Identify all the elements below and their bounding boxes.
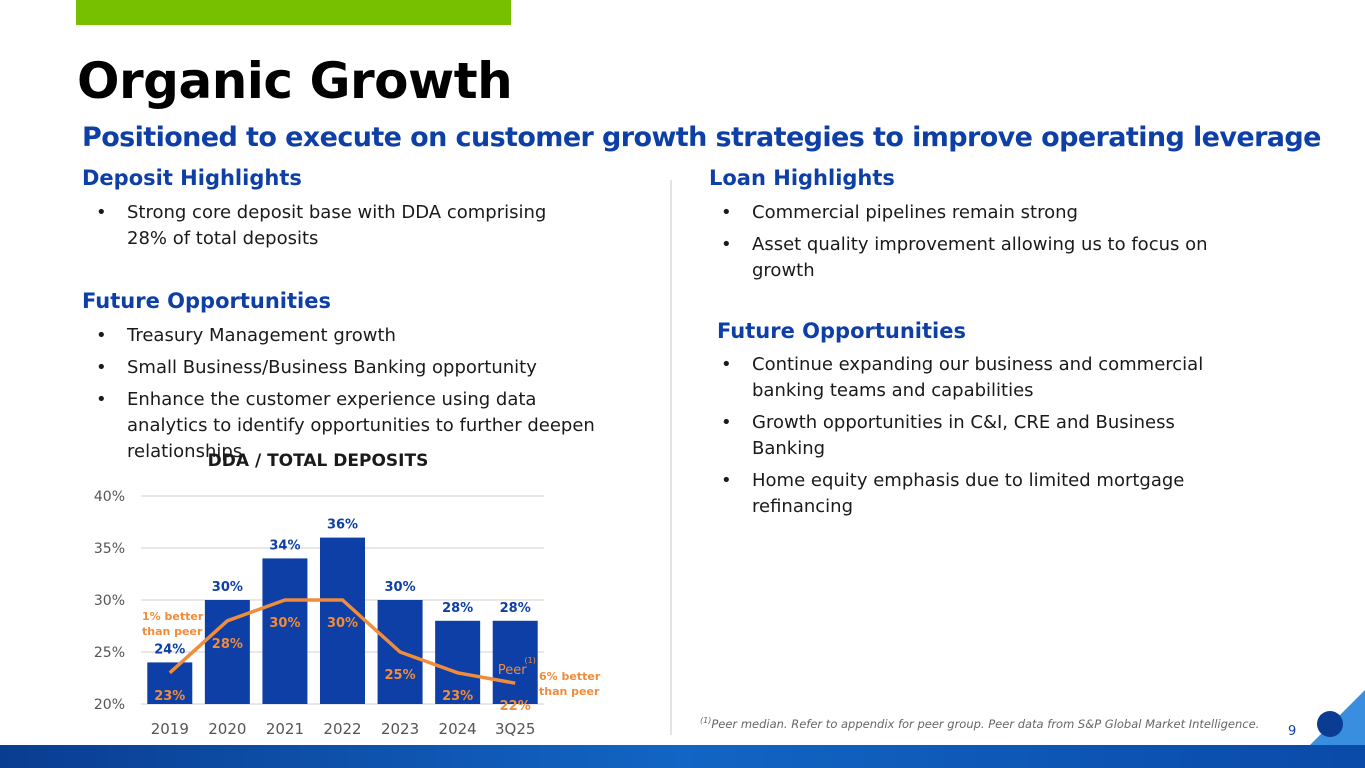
divider — [670, 180, 672, 735]
bar — [204, 600, 250, 704]
x-tick-label: 2022 — [323, 720, 361, 738]
bar-label: 24% — [154, 642, 185, 657]
heading: Future Opportunities — [717, 319, 966, 343]
bullet: Small Business/Business Banking opportun… — [82, 355, 622, 381]
bar-label: 36% — [327, 518, 358, 533]
bullet: Commercial pipelines remain strong — [707, 200, 1247, 226]
bullet: Growth opportunities in C&I, CRE and Bus… — [707, 410, 1247, 462]
x-tick-label: 2021 — [266, 720, 304, 738]
bar — [320, 537, 365, 704]
line-label: 25% — [385, 668, 416, 683]
x-tick-label: 2020 — [208, 720, 246, 738]
x-tick-label: 3Q25 — [495, 720, 535, 738]
bullet-list: Strong core deposit base with DDA compri… — [82, 200, 582, 258]
chart: DDA / TOTAL DEPOSITS 20% 25% 30% 35% 40% 2019… — [94, 451, 601, 738]
bullet: Home equity emphasis due to limited mort… — [707, 468, 1247, 520]
bar — [147, 662, 193, 704]
annotation: 6% better — [539, 670, 601, 683]
line-label: 23% — [442, 689, 473, 704]
annotation: than peer — [539, 685, 600, 698]
bar-label: 28% — [500, 601, 531, 616]
bullet: Treasury Management growth — [82, 323, 622, 349]
footnote-text: Peer median. Refer to appendix for peer … — [711, 716, 1260, 731]
line-label: 28% — [212, 637, 243, 652]
line-label: 22% — [500, 699, 531, 714]
footnote: (1)Peer median. Refer to appendix for pe… — [700, 716, 1259, 731]
title: Organic Growth — [77, 52, 513, 110]
chart-title: DDA / TOTAL DEPOSITS — [208, 451, 429, 471]
footnote-marker: (1) — [700, 716, 712, 725]
line — [168, 598, 516, 685]
y-tick-label: 35% — [94, 541, 125, 557]
y-tick-label: 25% — [94, 645, 125, 661]
bar — [492, 620, 538, 704]
bullet-list: Continue expanding our business and comm… — [707, 352, 1247, 526]
bar-label: 30% — [212, 580, 243, 595]
bullet: Asset quality improvement allowing us to… — [707, 232, 1247, 284]
line-label: 23% — [154, 689, 185, 704]
series-name: Peer — [498, 663, 527, 678]
heading: Future Opportunities — [82, 289, 331, 313]
x-tick-label: 2024 — [439, 720, 477, 738]
x-tick-label: 2023 — [381, 720, 419, 738]
bar-label: 28% — [442, 601, 473, 616]
bullet: Strong core deposit base with DDA compri… — [82, 200, 582, 252]
line-label: 30% — [327, 616, 358, 631]
heading: Deposit Highlights — [82, 166, 302, 190]
page-number: 9 — [1288, 724, 1297, 739]
series-note: (1) — [525, 656, 536, 665]
bar-label: 30% — [385, 580, 416, 595]
y-tick-label: 30% — [94, 593, 125, 609]
bar — [435, 620, 481, 704]
accent-bar — [76, 0, 511, 25]
subtitle: Positioned to execute on customer growth… — [82, 122, 1321, 153]
line-label: 30% — [269, 616, 300, 631]
bullet: Enhance the customer experience using da… — [82, 387, 622, 465]
bar-label: 34% — [269, 538, 300, 553]
bar — [262, 558, 308, 704]
bullet: Continue expanding our business and comm… — [707, 352, 1247, 404]
y-tick-label: 40% — [94, 489, 125, 505]
heading: Loan Highlights — [709, 166, 895, 190]
bullet-list: Treasury Management growth Small Busines… — [82, 323, 622, 471]
annotation: 1% better — [142, 610, 204, 623]
annotation: than peer — [142, 625, 203, 638]
y-tick-label: 20% — [94, 697, 125, 713]
x-tick-label: 2019 — [151, 720, 189, 738]
bullet-list: Commercial pipelines remain strong Asset… — [707, 200, 1247, 290]
